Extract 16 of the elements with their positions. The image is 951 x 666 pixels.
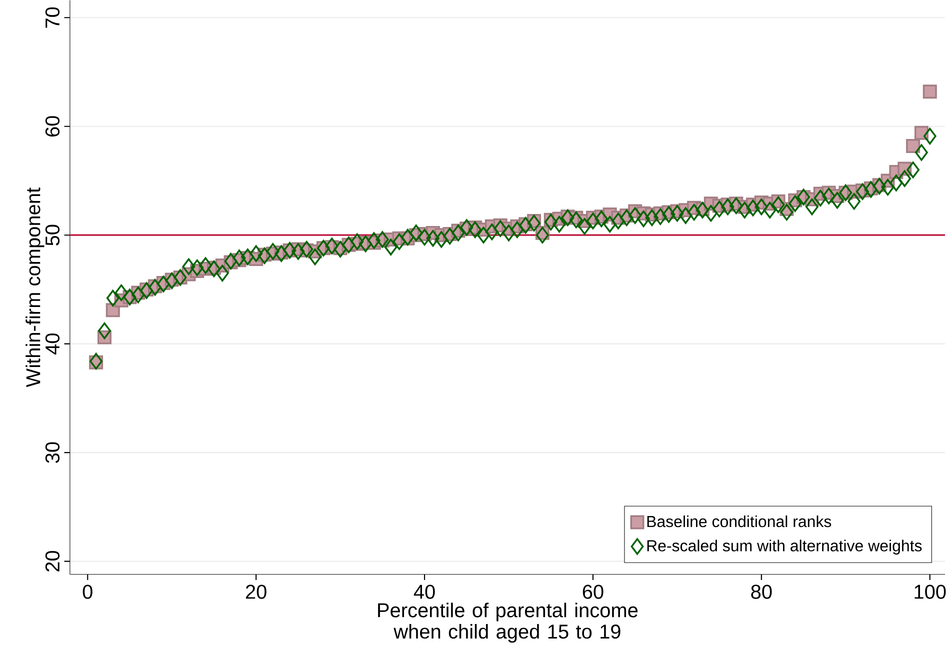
y-axis-title: Within-firm component <box>26 188 44 388</box>
x-tick-label: 0 <box>82 584 92 600</box>
x-tick-label: 80 <box>751 584 772 600</box>
legend-label: Baseline conditional ranks <box>647 516 832 528</box>
x-tick-label: 100 <box>914 584 946 600</box>
y-tick-label: 40 <box>45 334 60 355</box>
x-tick-label: 20 <box>246 584 266 600</box>
y-tick-label: 50 <box>45 224 60 246</box>
y-tick-label: 30 <box>45 442 60 464</box>
x-tick-label: 60 <box>582 584 604 600</box>
y-tick-label: 70 <box>45 8 60 28</box>
x-tick-label: 40 <box>414 584 435 600</box>
y-tick-label: 60 <box>45 116 60 137</box>
x-axis-title: Percentile of parental income when child aged 15 to 19 <box>378 602 638 643</box>
y-tick-label: 20 <box>45 551 60 572</box>
legend-label: Re-scaled sum with alternative weights <box>647 540 922 555</box>
